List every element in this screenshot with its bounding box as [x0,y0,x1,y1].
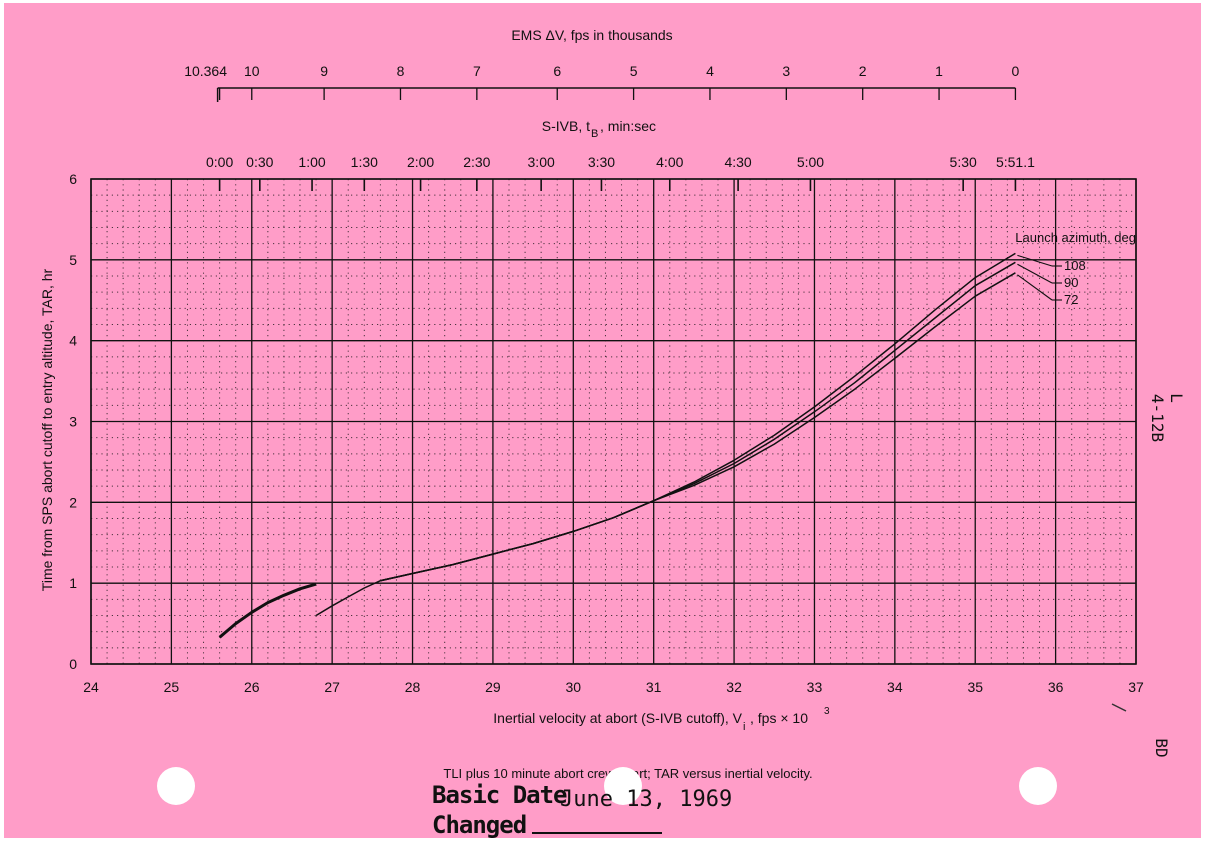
series-line-72 [380,272,1016,582]
legend-label: 90 [1064,275,1078,290]
top-axis-2-title-suffix: , min:sec [600,118,656,134]
top-axis-2-tick-label: 2:30 [463,154,490,170]
basic-date-label: Basic Date [432,781,567,809]
y-tick-label: 5 [69,252,77,268]
axes: 24 25 26 27 28 29 30 31 32 33 34 35 36 37012345610.36… [69,63,1144,695]
top-axis-1-tick-label: 0 [1012,63,1020,79]
legend-label: 72 [1064,292,1078,307]
bd-mark: BD [1152,738,1171,757]
x-axis-label: Inertial velocity at abort (S-IVB cutoff… [493,710,742,726]
x-axis-label-exponent: 3 [824,706,830,717]
x-tick-label: 26 [244,679,260,695]
changed-label: Changed [432,811,527,839]
top-axis-1-tick-label: 10 [244,63,260,79]
x-tick-label: 34 [887,679,903,695]
grid [90,178,1137,665]
chart-card [4,3,1201,838]
x-axis-label-subscript: i [743,721,745,733]
legend-title: Launch azimuth, deg [1015,230,1136,245]
x-tick-label: 32 [726,679,742,695]
x-tick-label: 36 [1048,679,1064,695]
y-tick-label: 6 [69,171,77,187]
top-axis-2-tick-label: 3:30 [588,154,615,170]
binder-hole-right [1019,767,1057,805]
series-line-108 [380,252,1016,582]
top-axis-1-tick-label: 7 [473,63,481,79]
top-axis-1-tick-label: 9 [320,63,328,79]
leader-line [1017,263,1053,284]
x-tick-label: 31 [646,679,662,695]
top-axis-1-tick-label: 4 [706,63,714,79]
x-tick-label: 33 [807,679,823,695]
top-axis-2-title: S-IVB, t [542,118,590,134]
series-line-segment-3 [218,582,317,639]
x-tick-label: 30 [566,679,582,695]
y-axis-label: Time from SPS abort cutoff to entry alti… [39,268,55,591]
page-code-top: L [1167,393,1186,403]
plot-border [90,178,1137,665]
top-axis-1-tick-label: 5 [630,63,638,79]
top-axis-1-title: EMS ΔV, fps in thousands [511,27,672,43]
top-axis-1-tick-label: 6 [553,63,561,79]
basic-date-value: June 13, 1969 [560,787,733,812]
series-line-segment-4 [315,580,381,617]
top-axis-1-tick-label: 10.364 [184,63,227,79]
x-tick-label: 24 [83,679,99,695]
top-axis-1-tick-label: 8 [397,63,405,79]
top-axis-1-tick-label: 2 [859,63,867,79]
top-axis-2-tick-label: 0:30 [246,154,273,170]
leader-line [1017,254,1053,267]
x-tick-label: 37 [1128,679,1144,695]
binder-hole-center [604,767,642,805]
top-axis-2-tick-label: 5:30 [950,154,977,170]
top-axis-2-tick-label: 2:00 [407,154,434,170]
y-tick-label: 4 [69,333,77,349]
binder-hole-left [157,767,195,805]
x-tick-label: 28 [405,679,421,695]
series: 108 90 72 [218,252,1086,639]
top-axis-2-tick-label: 1:30 [351,154,378,170]
top-axis-2-tick-label: 4:30 [724,154,751,170]
x-tick-label: 29 [485,679,501,695]
x-tick-label: 27 [324,679,340,695]
leader-line [1017,274,1053,301]
changed-blank-line [532,832,662,834]
top-axis-1-tick-label: 1 [935,63,943,79]
y-tick-label: 2 [69,494,77,510]
x-tick-label: 25 [164,679,180,695]
top-axis-2-title-sub: B [591,128,598,140]
top-axis-2-tick-label: 5:51.1 [996,154,1035,170]
top-axis-2-tick-label: 3:00 [528,154,555,170]
top-axis-2-tick-label: 5:00 [797,154,824,170]
page-code-bottom: 4-12B [1148,394,1167,442]
x-tick-label: 35 [967,679,983,695]
stray-mark [1111,703,1127,712]
top-axis-2-tick-label: 1:00 [298,154,325,170]
top-axis-2-tick-label: 0:00 [206,154,233,170]
legend-label: 108 [1064,258,1086,273]
top-axis-1-tick-label: 3 [782,63,790,79]
y-tick-label: 3 [69,414,77,430]
top-axis-2-tick-label: 4:00 [656,154,683,170]
x-axis-label-suffix: , fps × 10 [750,710,808,726]
y-tick-label: 0 [69,656,77,672]
y-tick-label: 1 [69,575,77,591]
